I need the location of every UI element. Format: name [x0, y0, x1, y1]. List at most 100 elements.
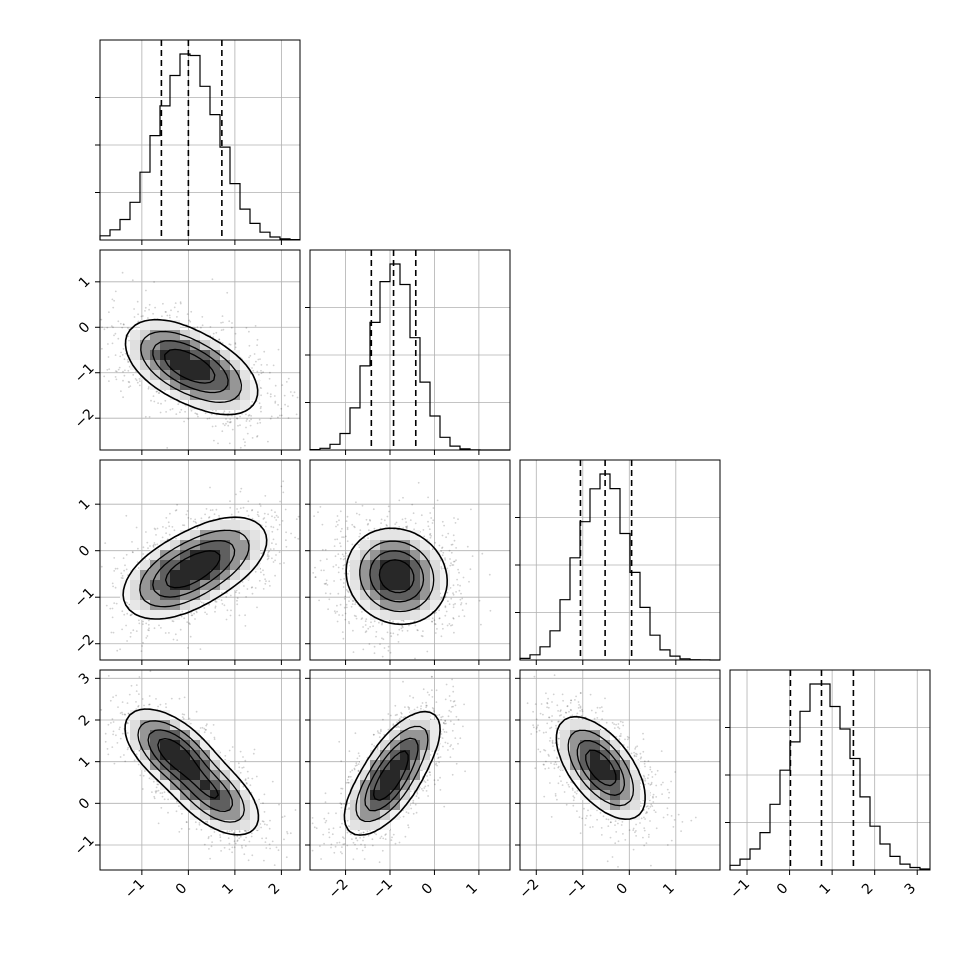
- scatter-point: [404, 517, 407, 520]
- scatter-point: [427, 525, 430, 528]
- scatter-point: [181, 610, 184, 613]
- density-cell: [230, 400, 240, 410]
- scatter-point: [251, 367, 253, 369]
- scatter-point: [135, 753, 138, 756]
- scatter-point: [453, 631, 455, 634]
- scatter-point: [129, 635, 132, 638]
- scatter-point: [272, 538, 275, 541]
- scatter-point: [160, 627, 162, 629]
- scatter-point: [120, 572, 123, 575]
- scatter-point: [192, 520, 195, 523]
- scatter-point: [145, 531, 147, 533]
- y-tick-label: −2: [72, 631, 98, 657]
- scatter-point: [183, 524, 186, 527]
- density-cell: [130, 350, 140, 360]
- scatter-point: [268, 843, 271, 846]
- density-cell: [220, 550, 230, 560]
- scatter-point: [390, 635, 393, 638]
- scatter-point: [110, 631, 113, 634]
- scatter-point: [293, 391, 296, 394]
- scatter-point: [251, 517, 254, 520]
- density-cell: [240, 530, 250, 540]
- scatter-point: [246, 432, 249, 435]
- scatter-point: [285, 381, 288, 383]
- scatter-point: [165, 527, 167, 529]
- scatter-point: [229, 594, 232, 597]
- density-cell: [220, 580, 230, 590]
- scatter-point: [440, 597, 443, 599]
- scatter-point: [329, 592, 332, 595]
- scatter-point: [339, 530, 342, 533]
- scatter-point: [488, 573, 491, 576]
- scatter-point: [162, 526, 164, 528]
- scatter-point: [107, 356, 110, 358]
- scatter-point: [413, 528, 415, 531]
- scatter-point: [269, 395, 272, 398]
- scatter-point: [341, 536, 343, 538]
- scatter-point: [133, 308, 136, 310]
- scatter-point: [267, 440, 269, 443]
- scatter-point: [279, 414, 281, 417]
- density-cell: [150, 350, 160, 360]
- scatter-point: [145, 289, 147, 292]
- scatter-point: [326, 558, 328, 561]
- scatter-point: [365, 518, 368, 521]
- scatter-point: [277, 516, 279, 518]
- scatter-point: [204, 513, 207, 516]
- scatter-point: [260, 394, 262, 397]
- scatter-point: [211, 278, 214, 281]
- scatter-point: [119, 648, 121, 651]
- density-cell: [390, 530, 400, 540]
- scatter-point: [147, 386, 150, 388]
- scatter-point: [238, 837, 241, 840]
- scatter-point: [278, 803, 280, 806]
- scatter-point: [372, 508, 375, 511]
- scatter-point: [238, 592, 241, 594]
- density-cell: [160, 600, 170, 610]
- scatter-point: [218, 338, 221, 341]
- scatter-point: [451, 564, 454, 566]
- scatter-point: [480, 623, 482, 626]
- scatter-point: [401, 626, 404, 629]
- scatter-point: [111, 298, 114, 301]
- y-tick-label: −1: [72, 360, 98, 386]
- scatter-point: [405, 521, 407, 523]
- scatter-point: [335, 520, 338, 523]
- scatter-point: [242, 438, 245, 441]
- scatter-point: [178, 831, 181, 833]
- scatter-point: [434, 541, 437, 544]
- scatter-point: [145, 622, 148, 625]
- scatter-point: [215, 601, 218, 603]
- scatter-point: [266, 553, 269, 556]
- scatter-point: [213, 513, 216, 516]
- scatter-point: [339, 510, 342, 513]
- scatter-point: [388, 510, 390, 513]
- scatter-point: [228, 421, 231, 424]
- scatter-point: [369, 519, 372, 522]
- scatter-point: [152, 546, 155, 548]
- scatter-point: [417, 481, 420, 484]
- scatter-point: [244, 625, 247, 627]
- density-cell: [390, 560, 400, 570]
- scatter-point: [247, 859, 250, 862]
- scatter-point: [444, 605, 447, 608]
- scatter-point: [260, 571, 262, 574]
- scatter-point: [277, 416, 279, 419]
- scatter-point: [250, 418, 253, 421]
- scatter-point: [249, 424, 252, 427]
- scatter-point: [253, 353, 256, 355]
- scatter-point: [443, 524, 445, 527]
- scatter-point: [114, 370, 117, 372]
- scatter-point: [121, 326, 124, 329]
- scatter-point: [412, 512, 415, 515]
- scatter-point: [368, 529, 370, 532]
- scatter-point: [208, 516, 211, 518]
- scatter-point: [313, 515, 315, 517]
- scatter-point: [426, 650, 429, 653]
- scatter-point: [274, 574, 276, 577]
- scatter-point: [447, 600, 449, 603]
- scatter-point: [229, 500, 231, 503]
- scatter-point: [358, 535, 361, 538]
- scatter-point: [370, 621, 372, 624]
- scatter-point: [194, 821, 197, 824]
